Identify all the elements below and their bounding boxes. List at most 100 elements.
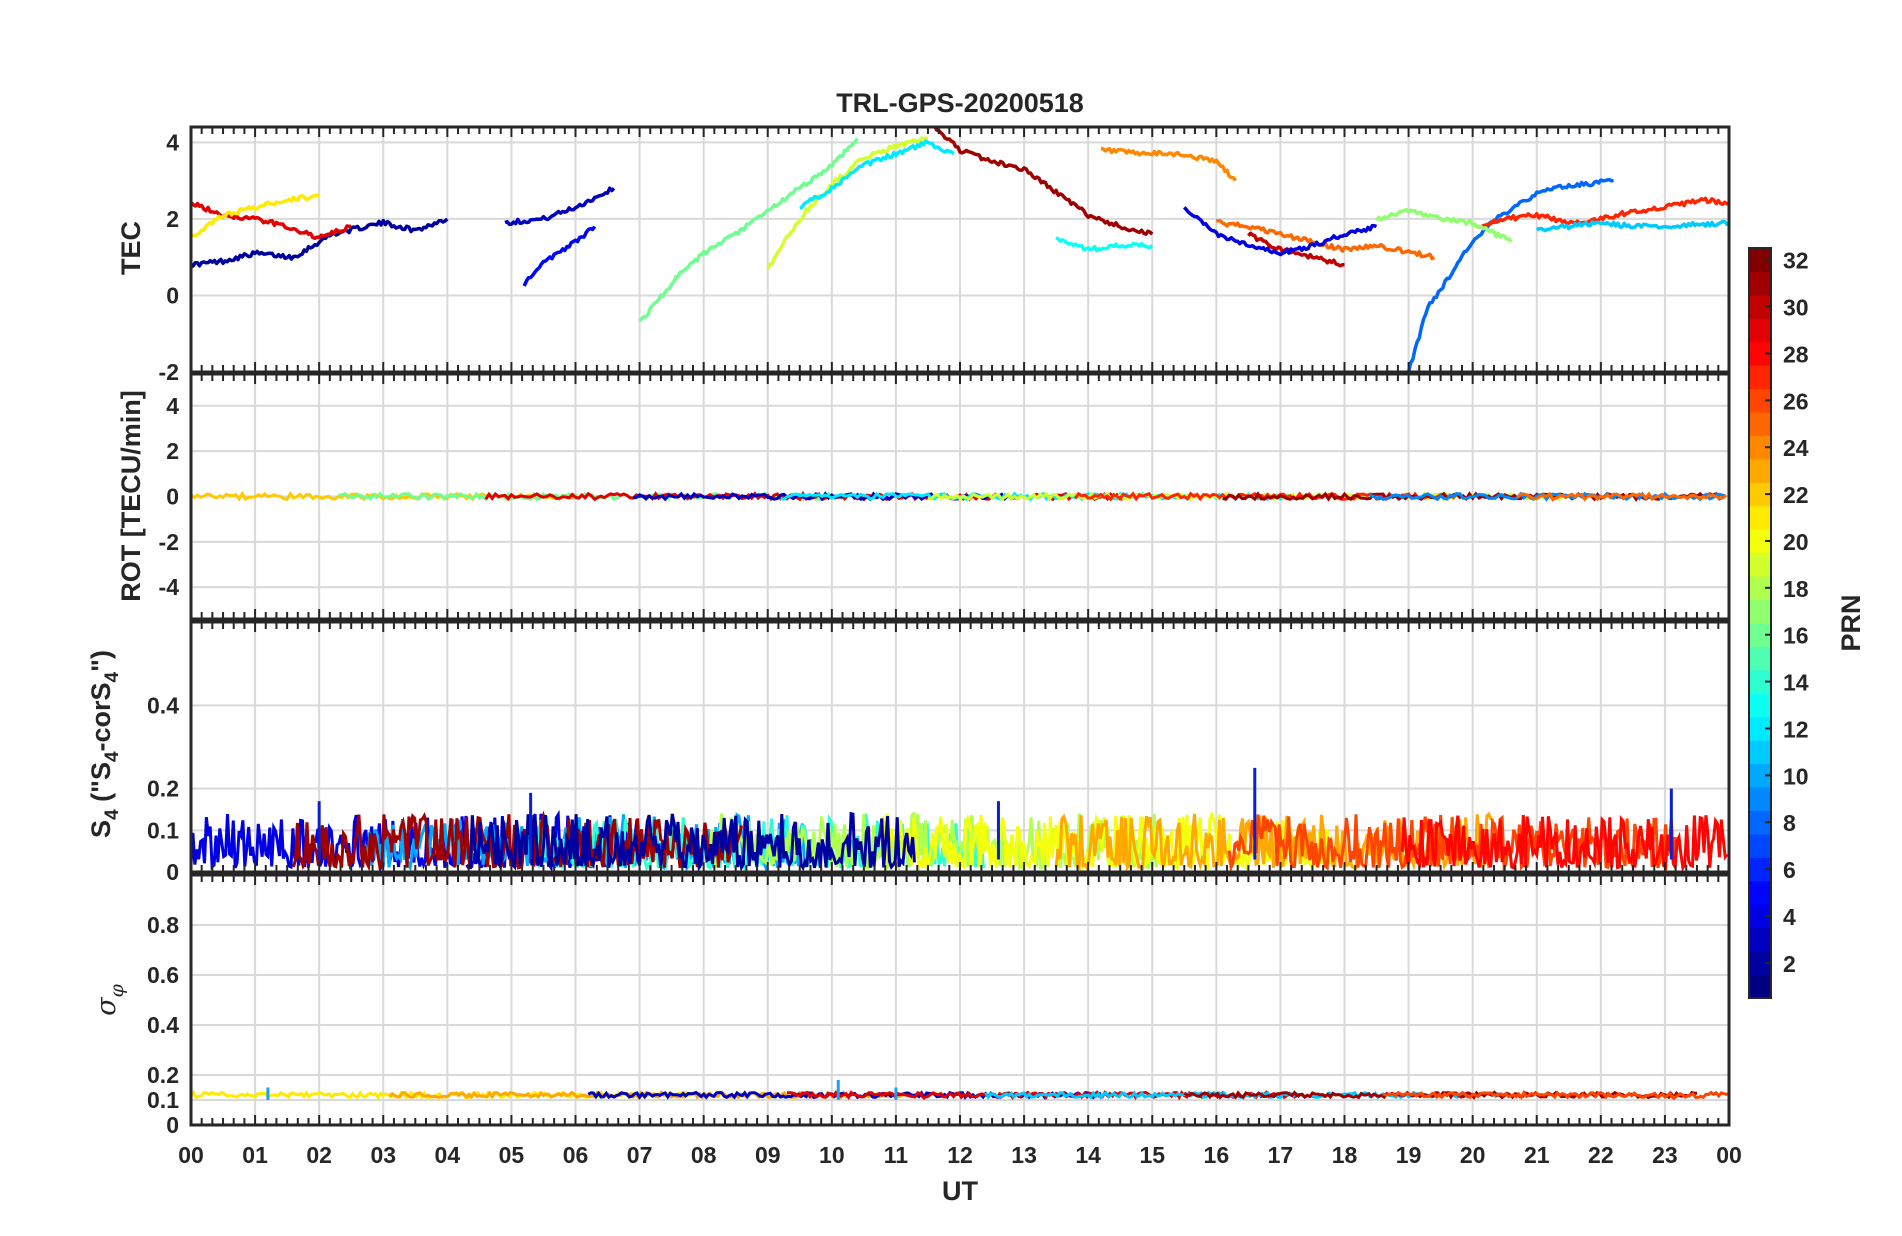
y-tick-label: -2 [159, 529, 179, 555]
x-tick-label: 00 [178, 1142, 204, 1168]
colorbar-swatch [1749, 833, 1771, 858]
colorbar-tick-label: 28 [1783, 341, 1809, 367]
x-tick-label: 06 [563, 1142, 589, 1168]
y-tick-label: 2 [166, 206, 179, 232]
colorbar-swatch [1749, 716, 1771, 741]
tec-series-prn-11 [1535, 219, 1729, 233]
x-tick-label: 02 [306, 1142, 332, 1168]
chart-title: TRL-GPS-20200518 [836, 88, 1084, 118]
colorbar-swatch [1749, 412, 1771, 436]
y-tick-label: 2 [166, 438, 179, 464]
x-axis-label: UT [942, 1176, 978, 1206]
colorbar-tick-label: 26 [1783, 388, 1809, 414]
tec-series-prn-30 [1247, 231, 1345, 268]
colorbar-tick-label: 8 [1783, 810, 1796, 836]
y-tick-label: 0 [166, 282, 179, 308]
colorbar-swatch [1749, 458, 1771, 483]
s4-series-prn-28 [1400, 814, 1729, 872]
s4-series-prn-2 [465, 811, 916, 872]
colorbar-swatch [1749, 927, 1771, 952]
colorbar-swatch [1749, 388, 1771, 413]
y-tick-label: 4 [166, 129, 179, 155]
rot-series-prn-25 [1516, 491, 1727, 502]
colorbar-tick-label: 2 [1783, 951, 1796, 977]
colorbar-swatch [1749, 294, 1771, 319]
colorbar-swatch [1749, 669, 1771, 694]
colorbar-tick-label: 10 [1783, 763, 1809, 789]
colorbar-swatch [1749, 365, 1771, 390]
x-tick-label: 03 [370, 1142, 396, 1168]
y-tick-label: -4 [159, 574, 180, 600]
y-tick-label: -2 [159, 359, 179, 385]
tec-series-prn-17 [1375, 207, 1513, 243]
tec-series-prn-27 [1472, 196, 1729, 229]
colorbar-swatch [1749, 552, 1771, 577]
x-tick-label: 16 [1204, 1142, 1230, 1168]
x-tick-label: 14 [1075, 1142, 1101, 1168]
colorbar-swatch [1749, 787, 1771, 811]
tec-series-prn-2 [191, 217, 449, 269]
colorbar-swatch [1749, 810, 1771, 835]
colorbar-swatch [1749, 435, 1771, 460]
x-axis: 00 01 02 03 04 05 06 07 08 09 10 11 12 13 14 15 16 17 18 19… [178, 1142, 1742, 1168]
colorbar-tick-label: 22 [1783, 482, 1809, 508]
colorbar-swatch [1749, 763, 1771, 788]
colorbar-tick-label: 18 [1783, 576, 1809, 602]
tec-series-prn-5 [522, 225, 597, 287]
rot-panel: -4 -2 0 2 4 [159, 372, 1731, 621]
colorbar-swatch [1749, 880, 1771, 905]
colorbar-swatch [1749, 951, 1771, 976]
x-tick-label: 12 [947, 1142, 973, 1168]
x-tick-label: 10 [819, 1142, 845, 1168]
tec-series-prn-16 [638, 137, 859, 323]
colorbar-tick-label: 16 [1783, 623, 1809, 649]
x-tick-label: 15 [1139, 1142, 1165, 1168]
x-tick-label: 22 [1588, 1142, 1614, 1168]
colorbar-swatch [1749, 505, 1771, 530]
colorbar-tick-label: 20 [1783, 529, 1809, 555]
x-tick-label: 20 [1460, 1142, 1486, 1168]
colorbar-swatch [1749, 693, 1771, 718]
x-tick-label: 08 [691, 1142, 717, 1168]
y-tick-label: 0.8 [147, 912, 179, 938]
colorbar-swatch [1749, 271, 1771, 296]
y-tick-label: 0.6 [147, 962, 179, 988]
colorbar-swatch [1749, 646, 1771, 671]
sigma-y-label: σφ [91, 983, 128, 1015]
y-tick-label: 0.1 [147, 1087, 179, 1113]
y-tick-label: 0.2 [147, 1062, 179, 1088]
tec-series-prn-29 [191, 201, 352, 241]
colorbar-tick-label: 14 [1783, 670, 1809, 696]
colorbar-swatch [1749, 248, 1771, 272]
y-tick-label: 4 [166, 393, 179, 419]
sigma-series-prn-26 [1382, 1089, 1729, 1100]
x-tick-label: 23 [1652, 1142, 1678, 1168]
x-tick-label: 04 [435, 1142, 461, 1168]
x-tick-label: 21 [1524, 1142, 1550, 1168]
x-tick-label: 13 [1011, 1142, 1037, 1168]
y-tick-label: 0.4 [147, 1012, 179, 1038]
tec-series-prn-3 [504, 186, 616, 227]
x-tick-label: 19 [1396, 1142, 1422, 1168]
y-tick-label: 0 [166, 859, 179, 885]
colorbar-swatch [1749, 740, 1771, 765]
tec-series-prn-4 [1182, 206, 1378, 257]
x-tick-label: 01 [242, 1142, 268, 1168]
tec-series-prn-31 [933, 127, 1154, 236]
x-tick-label: 18 [1332, 1142, 1358, 1168]
y-tick-label: 0 [166, 1112, 179, 1138]
rot-y-label: ROT [TECU/min] [116, 390, 146, 601]
colorbar-tick-label: 4 [1783, 904, 1796, 930]
colorbar-label: PRN [1836, 594, 1866, 651]
tec-series-prn-12 [799, 139, 955, 210]
colorbar-swatch [1749, 623, 1771, 647]
colorbar-swatch [1749, 576, 1771, 601]
colorbar-tick-label: 12 [1783, 716, 1809, 742]
x-tick-label: 11 [884, 1142, 909, 1168]
colorbar-swatch [1749, 857, 1771, 882]
colorbar-swatch [1749, 482, 1771, 507]
colorbar-tick-label: 32 [1783, 248, 1809, 274]
tec-series-prn-19 [766, 136, 929, 270]
